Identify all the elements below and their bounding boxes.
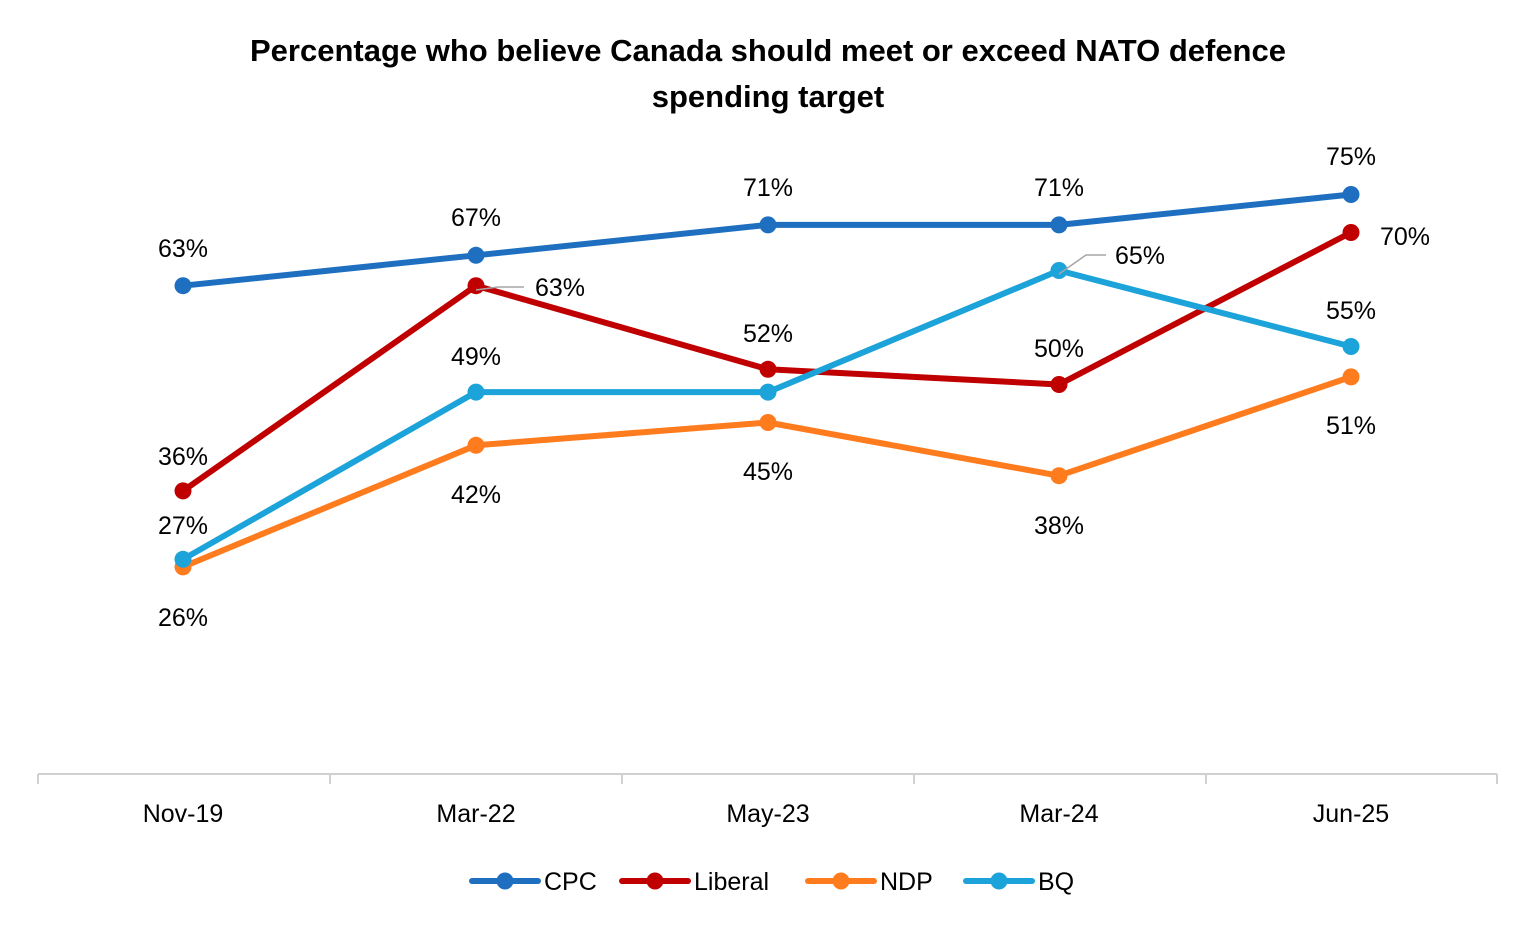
data-label-ndp-4: 51% bbox=[1326, 412, 1376, 440]
legend-label-ndp: NDP bbox=[880, 868, 933, 896]
legend-marker-bq bbox=[990, 872, 1008, 890]
data-label-bq-3: 65% bbox=[1115, 242, 1165, 270]
data-label-cpc-3: 71% bbox=[1034, 174, 1084, 202]
chart-title-line-2: spending target bbox=[651, 79, 885, 114]
data-label-ndp-2: 45% bbox=[743, 458, 793, 486]
data-point-bq-4 bbox=[1342, 338, 1360, 355]
data-point-cpc-3 bbox=[1050, 216, 1068, 234]
data-point-bq-2 bbox=[759, 383, 777, 401]
legend-label-liberal: Liberal bbox=[694, 868, 769, 896]
data-label-liberal-1: 63% bbox=[535, 274, 585, 302]
data-label-bq-4: 55% bbox=[1326, 297, 1376, 325]
legend-label-cpc: CPC bbox=[544, 868, 597, 896]
legend-marker-liberal bbox=[646, 872, 664, 890]
data-point-ndp-2 bbox=[759, 414, 777, 431]
x-tick-label-nov-19: Nov-19 bbox=[143, 800, 224, 828]
data-label-cpc-0: 63% bbox=[158, 235, 208, 263]
data-label-ndp-3: 38% bbox=[1034, 512, 1084, 540]
x-tick-label-jun-25: Jun-25 bbox=[1313, 800, 1389, 828]
leader-line-liberal-1 bbox=[475, 286, 524, 291]
data-point-ndp-1 bbox=[467, 436, 485, 454]
leader-line-bq-3 bbox=[1058, 254, 1106, 275]
data-point-cpc-1 bbox=[467, 246, 485, 264]
data-point-cpc-2 bbox=[759, 216, 777, 234]
data-label-cpc-4: 75% bbox=[1326, 143, 1376, 171]
data-point-liberal-0 bbox=[174, 482, 192, 500]
legend-label-bq: BQ bbox=[1038, 868, 1074, 896]
chart-title-line-1: Percentage who believe Canada should mee… bbox=[250, 33, 1286, 68]
data-point-bq-0 bbox=[174, 550, 192, 568]
chart-title: Percentage who believe Canada should mee… bbox=[0, 28, 1536, 120]
data-point-cpc-0 bbox=[174, 277, 192, 295]
data-point-bq-1 bbox=[467, 383, 485, 401]
data-label-cpc-2: 71% bbox=[743, 174, 793, 202]
data-label-liberal-2: 52% bbox=[743, 320, 793, 348]
data-point-ndp-3 bbox=[1050, 467, 1068, 485]
data-label-bq-0: 27% bbox=[158, 512, 208, 540]
data-label-ndp-0: 26% bbox=[158, 604, 208, 632]
data-label-bq-1: 49% bbox=[451, 343, 501, 371]
legend-marker-cpc bbox=[496, 872, 514, 890]
data-point-cpc-4 bbox=[1342, 186, 1360, 203]
series-line-cpc bbox=[180, 191, 1354, 289]
data-point-liberal-4 bbox=[1342, 224, 1360, 241]
data-point-liberal-2 bbox=[759, 360, 777, 378]
data-label-liberal-0: 36% bbox=[158, 443, 208, 471]
data-label-cpc-1: 67% bbox=[451, 204, 501, 232]
data-label-liberal-3: 50% bbox=[1034, 335, 1084, 363]
x-tick-label-may-23: May-23 bbox=[726, 800, 809, 828]
data-point-liberal-1 bbox=[467, 277, 485, 295]
data-point-liberal-3 bbox=[1050, 376, 1068, 393]
data-label-ndp-1: 42% bbox=[451, 481, 501, 509]
data-label-liberal-4: 70% bbox=[1380, 223, 1430, 251]
data-point-ndp-4 bbox=[1342, 368, 1360, 386]
data-point-bq-3 bbox=[1050, 262, 1068, 279]
x-tick-label-mar-24: Mar-24 bbox=[1019, 800, 1098, 828]
x-tick-label-mar-22: Mar-22 bbox=[436, 800, 515, 828]
legend-marker-ndp bbox=[832, 872, 850, 890]
